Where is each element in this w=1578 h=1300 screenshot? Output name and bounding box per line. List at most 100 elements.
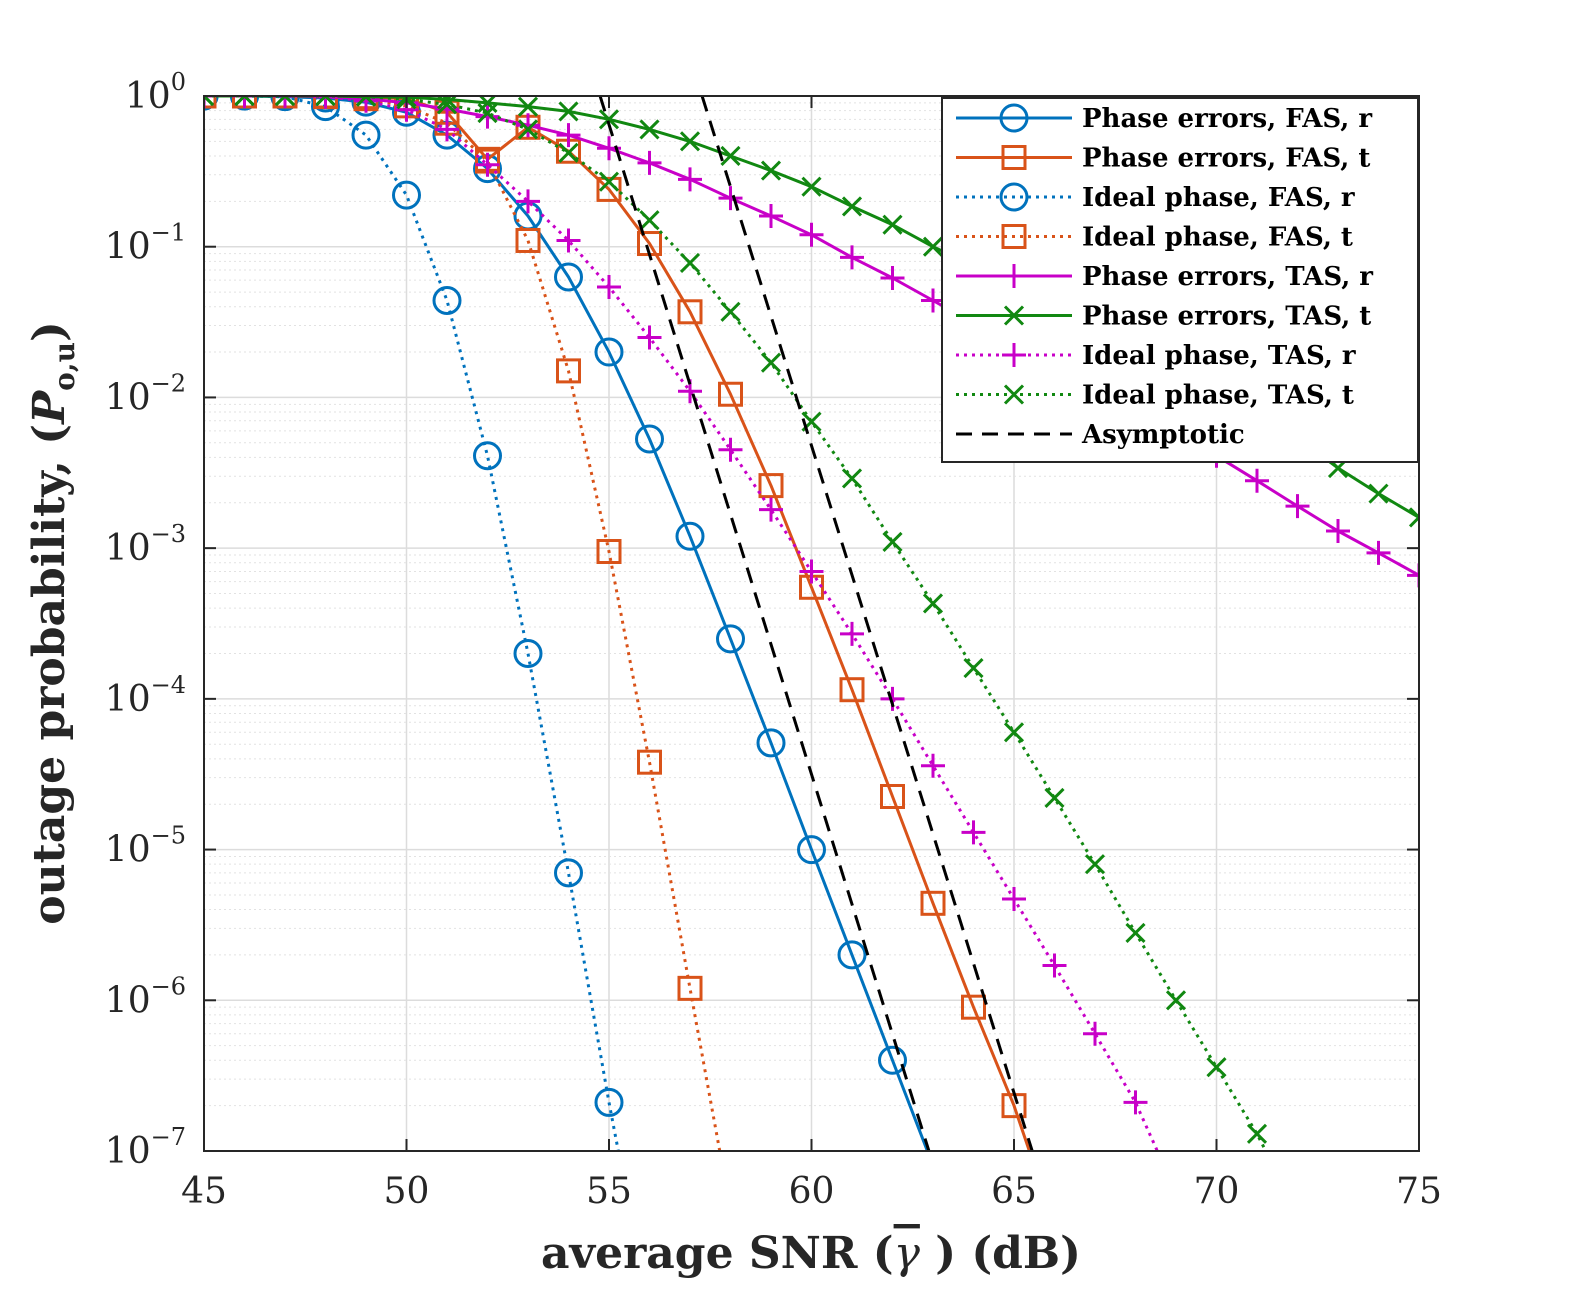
data-point-ideal-phase-fas-r — [473, 441, 502, 471]
y-tick-label: 10−7 — [105, 1123, 186, 1172]
x-axis-label-symbol: γ — [894, 1228, 921, 1279]
y-axis-label-prefix: outage probability, ( — [24, 424, 75, 925]
data-point-phase-errors-fas-t — [718, 381, 743, 407]
data-point-phase-errors-tas-t — [720, 145, 741, 167]
data-point-ideal-phase-tas-r — [597, 275, 621, 300]
data-point-phase-errors-tas-t — [1368, 483, 1389, 504]
legend-label: Ideal phase, FAS, t — [1082, 223, 1353, 253]
y-tick-label-exponent: −7 — [151, 1123, 186, 1151]
data-point-phase-errors-tas-r — [1407, 563, 1419, 588]
y-tick-label: 10−4 — [105, 671, 186, 720]
data-point-ideal-phase-fas-r — [311, 96, 340, 122]
data-point-ideal-phase-tas-t — [1044, 787, 1065, 809]
data-point-ideal-phase-tas-t — [517, 119, 539, 140]
y-tick-label-exponent: −4 — [151, 671, 186, 699]
data-point-phase-errors-tas-r — [1326, 518, 1350, 543]
legend-item-phase-errors-fas-r: Phase errors, FAS, r — [956, 103, 1372, 134]
x-tick-label: 65 — [991, 1171, 1037, 1212]
data-point-ideal-phase-tas-t — [760, 352, 782, 373]
legend-marker — [999, 182, 1029, 212]
data-point-ideal-phase-tas-t — [1084, 854, 1106, 875]
legend-item-asymptotic: Asymptotic — [956, 420, 1245, 450]
data-point-ideal-phase-tas-r — [516, 189, 540, 214]
data-point-ideal-phase-tas-r — [799, 559, 824, 584]
series-asymptotic — [598, 96, 931, 1151]
data-point-phase-errors-fas-t — [677, 299, 703, 325]
y-tick-label: 100 — [125, 68, 186, 117]
data-point-ideal-phase-tas-r — [354, 96, 378, 113]
data-point-ideal-phase-tas-r — [637, 325, 662, 350]
data-point-ideal-phase-fas-r — [554, 858, 583, 888]
series-line-asymptotic — [700, 96, 1034, 1151]
data-point-ideal-phase-fas-r — [392, 180, 421, 210]
x-tick-label: 70 — [1194, 1171, 1240, 1212]
data-point-phase-errors-fas-r — [635, 424, 664, 454]
data-point-ideal-phase-fas-r — [230, 96, 259, 111]
data-point-phase-errors-tas-t — [922, 236, 944, 257]
data-point-phase-errors-tas-t — [801, 176, 822, 197]
x-tick-label: 50 — [384, 1171, 430, 1212]
data-point-ideal-phase-tas-r — [232, 96, 257, 108]
data-point-phase-errors-tas-r — [759, 203, 783, 228]
data-point-ideal-phase-tas-t — [315, 96, 336, 107]
data-point-phase-errors-fas-r — [797, 835, 826, 865]
data-point-ideal-phase-tas-r — [718, 437, 743, 462]
data-point-phase-errors-tas-r — [1366, 540, 1391, 565]
legend-marker — [1001, 145, 1027, 170]
data-point-ideal-phase-tas-r — [475, 152, 500, 177]
data-point-ideal-phase-tas-r — [840, 621, 864, 646]
data-point-phase-errors-fas-t — [880, 783, 905, 809]
y-tick-label-base: 10 — [105, 227, 151, 268]
data-point-phase-errors-fas-r — [554, 262, 583, 292]
data-point-phase-errors-tas-t — [882, 214, 903, 235]
legend-label: Ideal phase, TAS, r — [1082, 341, 1356, 371]
data-point-ideal-phase-fas-r — [513, 638, 543, 668]
x-axis-label: average SNR (γ ) (dB) — [541, 1228, 1081, 1279]
x-tick-label: 60 — [789, 1171, 835, 1212]
x-tick-label: 45 — [181, 1171, 227, 1212]
data-point-ideal-phase-tas-r — [1042, 953, 1067, 978]
x-axis-label-suffix: ) (dB) — [920, 1228, 1081, 1279]
data-point-ideal-phase-tas-t — [436, 96, 458, 115]
data-point-ideal-phase-tas-t — [922, 593, 944, 614]
data-point-ideal-phase-fas-r — [351, 120, 381, 150]
data-point-phase-errors-tas-t — [679, 131, 701, 152]
data-point-ideal-phase-tas-r — [961, 820, 986, 845]
legend-item-ideal-phase-fas-t: Ideal phase, FAS, t — [956, 223, 1353, 253]
y-tick-label: 10−6 — [105, 972, 186, 1021]
data-point-ideal-phase-tas-t — [679, 252, 701, 274]
data-point-ideal-phase-tas-t — [882, 531, 903, 552]
y-tick-label: 10−2 — [105, 369, 186, 418]
data-point-phase-errors-fas-r — [675, 521, 705, 551]
legend-item-phase-errors-fas-t: Phase errors, FAS, t — [956, 144, 1370, 174]
legend-marker — [999, 103, 1029, 133]
y-tick-label-base: 10 — [105, 980, 151, 1021]
data-point-phase-errors-tas-r — [799, 222, 824, 247]
data-point-ideal-phase-tas-t — [639, 210, 660, 231]
data-point-phase-errors-fas-r — [756, 728, 786, 758]
data-point-phase-errors-fas-r — [594, 337, 624, 367]
data-point-ideal-phase-fas-r — [594, 1087, 624, 1117]
legend-label: Phase errors, FAS, r — [1082, 104, 1372, 134]
y-tick-label-exponent: −3 — [151, 520, 186, 548]
axis-ticks: 45 50 55 60 65 70 7510010−110−210−310−410−510−… — [105, 68, 1442, 1212]
data-point-phase-errors-fas-r — [351, 96, 381, 117]
y-axis-label-subscript: o,u — [48, 342, 81, 391]
data-point-ideal-phase-fas-t — [637, 749, 662, 775]
data-point-ideal-phase-tas-t — [558, 142, 579, 163]
series-line-asymptotic — [598, 96, 931, 1151]
data-point-phase-errors-tas-t — [558, 101, 579, 122]
data-point-ideal-phase-tas-t — [841, 468, 863, 489]
data-point-ideal-phase-fas-t — [677, 975, 703, 1001]
data-point-ideal-phase-tas-r — [435, 117, 459, 142]
x-axis-label-prefix: average SNR ( — [541, 1228, 894, 1279]
data-point-phase-errors-fas-r — [837, 940, 867, 970]
data-point-phase-errors-fas-t — [596, 176, 622, 202]
data-point-phase-errors-fas-t — [839, 677, 865, 703]
y-tick-label-base: 10 — [105, 679, 151, 720]
legend-marker — [1002, 343, 1026, 367]
series-line-ideal-phase-fas-t — [204, 96, 722, 1151]
data-point-ideal-phase-fas-r — [432, 285, 462, 315]
data-point-phase-errors-tas-r — [1245, 468, 1269, 493]
y-tick-label-base: 10 — [125, 76, 171, 117]
